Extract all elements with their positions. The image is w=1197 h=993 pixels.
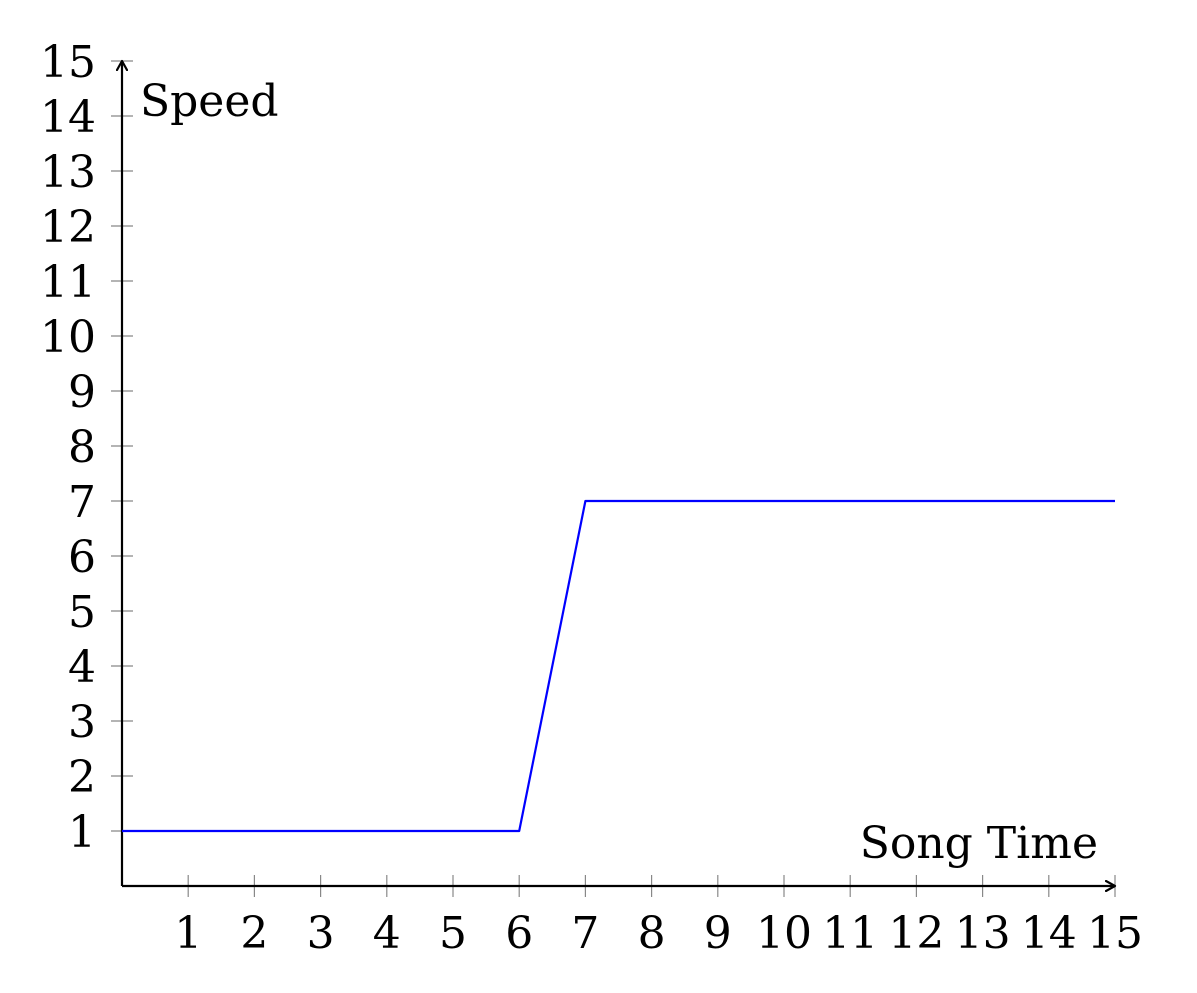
ticks-layer (111, 60, 1116, 897)
y-tick-label: 2 (68, 752, 96, 803)
y-tick-label: 1 (68, 807, 96, 858)
y-tick-label: 10 (40, 312, 96, 363)
x-tick-label: 6 (505, 908, 533, 959)
x-tick-label: 11 (822, 908, 878, 959)
x-axis-label: Song Time (860, 818, 1098, 869)
x-tick-label: 14 (1021, 908, 1077, 959)
y-axis-label: Speed (140, 76, 279, 127)
y-tick-label: 7 (68, 477, 96, 528)
y-tick-label: 6 (68, 532, 96, 583)
y-tick-label: 13 (40, 147, 96, 198)
y-tick-label: 15 (40, 37, 96, 88)
x-tick-label: 2 (240, 908, 268, 959)
y-tick-label: 3 (68, 697, 96, 748)
series-line (122, 499, 1115, 833)
x-tick-label: 8 (638, 908, 666, 959)
y-tick-label: 8 (68, 422, 96, 473)
x-tick-label: 12 (888, 908, 944, 959)
x-tick-label: 10 (756, 908, 812, 959)
x-tick-label: 1 (174, 908, 202, 959)
x-tick-label: 9 (704, 908, 732, 959)
x-tick-label: 5 (439, 908, 467, 959)
y-tick-label: 5 (68, 587, 96, 638)
y-tick-label: 11 (40, 257, 96, 308)
x-tick-label: 13 (955, 908, 1011, 959)
y-tick-label: 14 (40, 92, 96, 143)
x-tick-label: 15 (1087, 908, 1143, 959)
x-tick-label: 4 (373, 908, 401, 959)
tick-labels-layer: 1 2 3 4 5 6 7 8 9 10 11 12 13 14 151234567891011121314… (40, 37, 1143, 959)
y-tick-label: 12 (40, 202, 96, 253)
x-tick-label: 7 (571, 908, 599, 959)
x-tick-label: 3 (307, 908, 335, 959)
y-tick-label: 4 (68, 642, 96, 693)
y-tick-label: 9 (68, 367, 96, 418)
